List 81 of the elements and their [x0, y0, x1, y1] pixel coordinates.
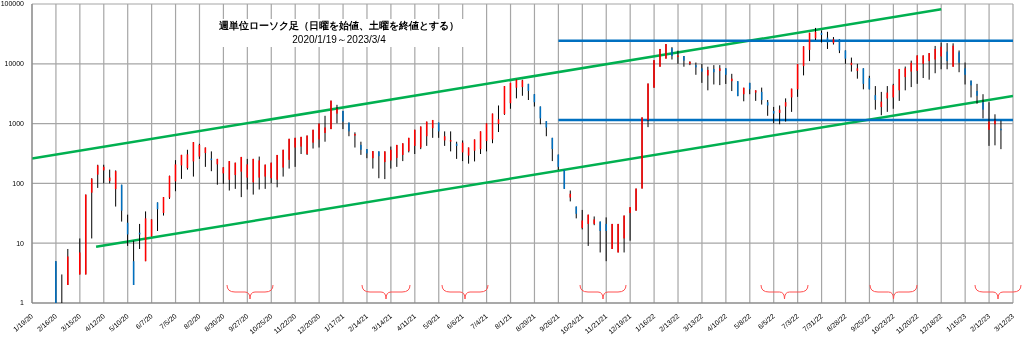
candlestick: [67, 248, 69, 286]
candlestick: [659, 48, 661, 68]
candlestick: [390, 146, 392, 170]
candlestick: [396, 144, 398, 168]
candlestick: [55, 260, 57, 303]
candlestick: [312, 129, 314, 150]
candlestick: [952, 42, 954, 68]
candlestick: [940, 42, 942, 70]
candlestick: [354, 131, 356, 149]
candlestick: [342, 110, 344, 130]
candlestick: [330, 100, 332, 130]
candlestick: [689, 60, 691, 66]
candlestick: [976, 83, 978, 105]
candlestick: [665, 43, 667, 60]
candlestick: [258, 156, 260, 191]
candlestick: [731, 73, 733, 92]
candlestick: [970, 80, 972, 98]
candlestick: [384, 150, 386, 180]
candlestick: [61, 273, 63, 303]
candlestick: [898, 68, 901, 102]
candlestick: [575, 206, 578, 219]
candlestick: [276, 154, 278, 188]
candlestick: [653, 59, 655, 89]
candlestick: [916, 54, 918, 85]
candlestick: [318, 122, 320, 149]
candlestick: [934, 45, 936, 74]
candlestick: [677, 50, 679, 65]
candlestick: [904, 66, 907, 91]
candlestick: [736, 80, 739, 97]
candlestick: [671, 46, 673, 60]
candlestick: [647, 83, 649, 128]
candlestick: [629, 206, 631, 242]
candlestick: [360, 141, 362, 156]
candlestick: [683, 55, 685, 68]
candlestick: [300, 136, 302, 155]
candlestick: [246, 158, 249, 191]
candlestick: [378, 150, 380, 179]
candlestick: [587, 214, 589, 247]
candlestick: [928, 52, 930, 81]
candlestick: [605, 216, 607, 262]
candlestick: [695, 62, 697, 76]
candlestick: [306, 135, 308, 156]
candlestick: [90, 177, 93, 239]
candlestick: [294, 137, 296, 168]
candlestick: [413, 129, 416, 155]
candlestick: [922, 54, 924, 79]
candlestick: [599, 221, 601, 253]
candlestick: [282, 149, 284, 178]
candlestick: [713, 64, 715, 85]
candlestick: [611, 223, 613, 250]
candlestick: [79, 237, 81, 275]
candlestick: [719, 64, 721, 86]
candlestick: [964, 62, 966, 85]
candlestick: [701, 63, 703, 84]
candlestick: [910, 60, 912, 88]
candlestick: [402, 142, 404, 162]
candlestick: [725, 67, 727, 85]
candlestick: [994, 113, 996, 146]
candlestick: [252, 158, 255, 196]
candlestick: [324, 115, 326, 143]
candlestick: [707, 66, 709, 91]
candlestick: [366, 148, 368, 159]
candlestick: [270, 162, 272, 184]
candlestick: [958, 49, 960, 73]
candlestick: [372, 150, 374, 170]
candlestick: [593, 215, 595, 226]
candlestick: [348, 122, 350, 137]
candlestick: [581, 209, 583, 230]
text: 週単位ローソク足（日曜を始値、土曜を終値とする）: [218, 19, 460, 33]
candlestick: [617, 223, 619, 253]
candlestick: [336, 104, 338, 124]
candlestick: [988, 101, 990, 147]
candlestick: [84, 194, 87, 275]
candlestick: [264, 164, 266, 190]
candlestick: [449, 130, 452, 152]
candlestick: [288, 138, 290, 170]
candlestick: [641, 116, 643, 190]
text: 2020/1/19～2023/3/4: [291, 33, 387, 47]
candlestick: [407, 137, 410, 153]
candlestick: [623, 215, 625, 253]
candlestick: [635, 188, 637, 212]
